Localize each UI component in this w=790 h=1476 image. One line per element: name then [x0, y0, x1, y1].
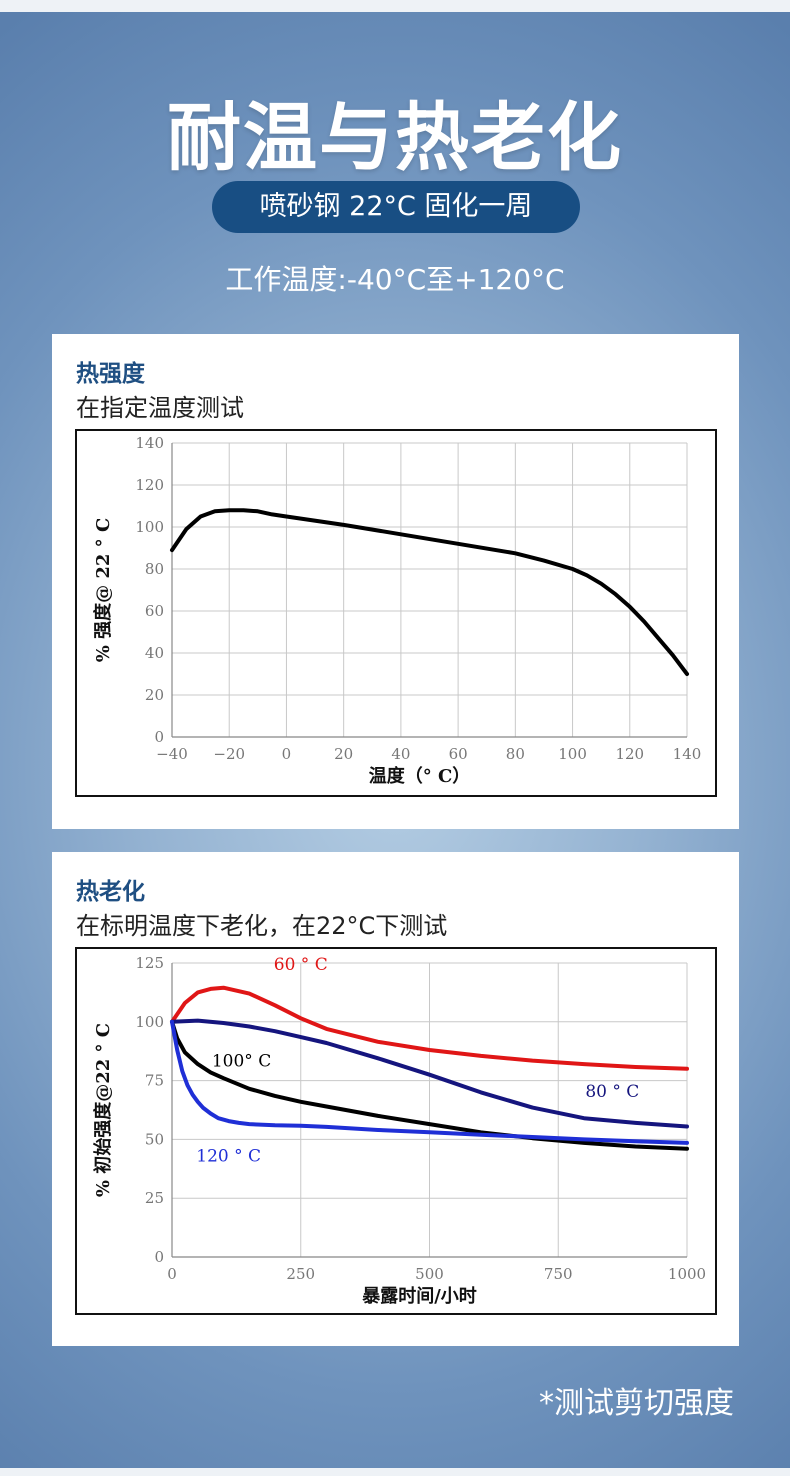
heat-aging-panel: 热老化 在标明温度下老化，在22°C下测试 0 250 500 750 1000 0 25 5… [52, 852, 739, 1346]
y-tick-label: 100 [135, 518, 164, 536]
x-tick-label: 140 [673, 745, 702, 763]
y-tick-label: 40 [145, 644, 164, 662]
series-label: 80 ° C [585, 1082, 639, 1102]
chart-frame: 0 250 500 750 1000 0 25 50 75 100 125 暴露时间/小时 % 初始强度… [75, 947, 717, 1315]
bottom-band [0, 1468, 790, 1476]
panel-title: 热强度 [76, 361, 145, 387]
x-tick-label: 40 [391, 745, 410, 763]
x-tick-label: 250 [286, 1265, 315, 1283]
footnote: *测试剪切强度 [539, 1386, 734, 1421]
y-axis-label: % 初始强度@22 ° C [92, 1023, 114, 1197]
series-label: 60 ° C [274, 955, 328, 975]
y-tick-label: 25 [145, 1189, 164, 1207]
chart-frame: −40 −20 0 20 40 60 80 100 120 140 0 20 40 60 80 100 120 1… [75, 429, 717, 797]
y-tick-label: 0 [154, 728, 164, 746]
working-temperature: 工作温度:-40°C至+120°C [225, 263, 565, 296]
x-tick-label: 80 [506, 745, 525, 763]
y-tick-label: 75 [145, 1072, 164, 1090]
heat-strength-chart: −40 −20 0 20 40 60 80 100 120 140 0 20 40 60 80 100 120 1… [92, 434, 702, 787]
x-tick-label: 0 [282, 745, 292, 763]
x-axis-label: 温度（° C） [369, 765, 471, 787]
x-tick-label: 0 [167, 1265, 177, 1283]
y-tick-label: 60 [145, 602, 164, 620]
x-tick-label: 60 [449, 745, 468, 763]
panel-title: 热老化 [76, 879, 145, 905]
x-tick-label: 1000 [668, 1265, 706, 1283]
y-tick-label: 125 [135, 954, 164, 972]
series-line [170, 1018, 689, 1129]
series-label: 100° C [212, 1051, 271, 1071]
heat-strength-panel: 热强度 在指定温度测试 −40 −20 0 20 40 60 80 100 120 140 0 20 4… [52, 334, 739, 829]
panel-subtitle: 在标明温度下老化，在22°C下测试 [76, 912, 448, 940]
y-axis-label: % 强度@ 22 ° C [92, 518, 114, 663]
material-badge: 喷砂钢 22°C 固化一周 [212, 181, 580, 233]
series-label: 120 ° C [196, 1147, 261, 1167]
panel-subtitle: 在指定温度测试 [76, 394, 244, 422]
x-tick-label: −20 [213, 745, 245, 763]
x-tick-label: 20 [334, 745, 353, 763]
x-tick-label: 100 [558, 745, 587, 763]
y-tick-label: 120 [135, 476, 164, 494]
y-tick-label: 50 [145, 1130, 164, 1148]
y-tick-label: 100 [135, 1013, 164, 1031]
top-band [0, 0, 790, 12]
y-tick-label: 0 [154, 1248, 164, 1266]
y-tick-label: 80 [145, 560, 164, 578]
series-line [170, 985, 689, 1071]
x-tick-label: −40 [156, 745, 188, 763]
y-tick-label: 20 [145, 686, 164, 704]
y-tick-label: 140 [135, 434, 164, 452]
series-line [170, 1019, 689, 1145]
x-tick-label: 750 [544, 1265, 573, 1283]
series-line [170, 508, 689, 676]
x-tick-label: 120 [615, 745, 644, 763]
x-tick-label: 500 [415, 1265, 444, 1283]
page-title: 耐温与热老化 [167, 95, 623, 181]
x-axis-label: 暴露时间/小时 [362, 1286, 477, 1307]
heat-aging-chart: 0 250 500 750 1000 0 25 50 75 100 125 暴露时间/小时 % 初始强度… [92, 954, 706, 1307]
